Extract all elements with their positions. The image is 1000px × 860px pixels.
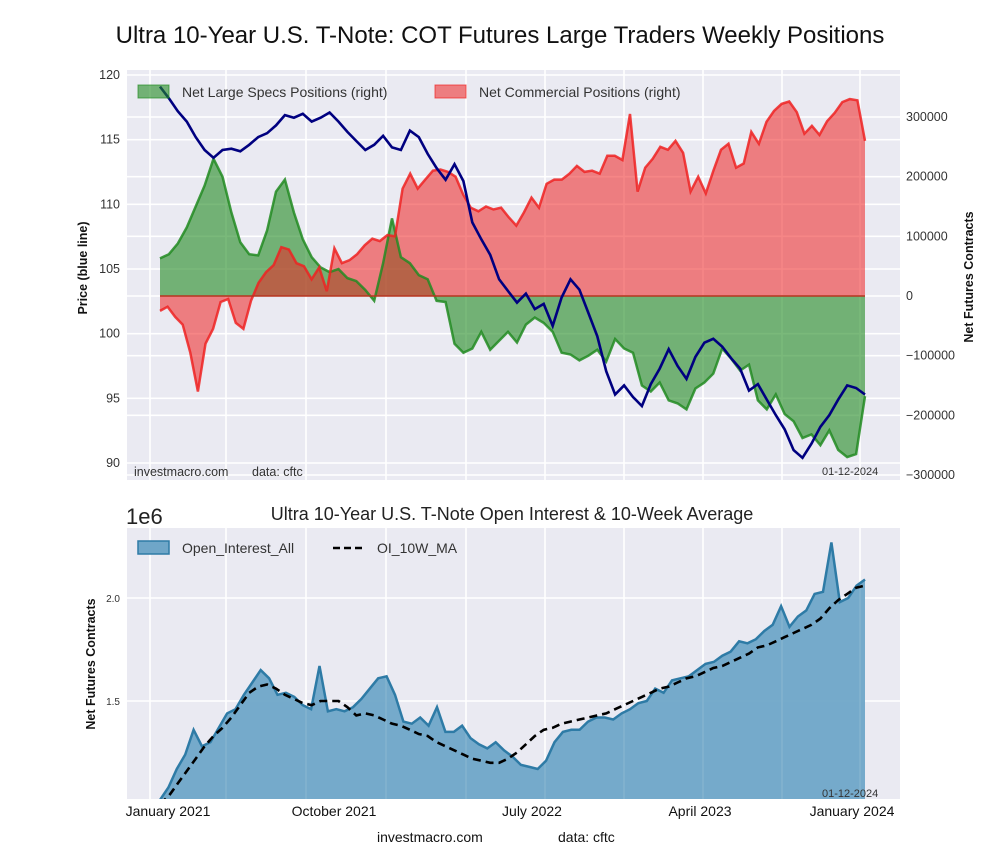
bottom-ylabel: Net Futures Contracts: [84, 598, 98, 729]
top-watermark: investmacro.com: [134, 465, 228, 479]
footer-site: investmacro.com: [377, 829, 483, 845]
bottom-title: Ultra 10-Year U.S. T-Note Open Interest …: [271, 504, 754, 524]
right-tick-label: −200000: [906, 408, 955, 422]
left-tick-label: 90: [106, 456, 120, 470]
left-tick-label: 105: [99, 262, 120, 276]
right-tick-label: 300000: [906, 110, 948, 124]
left-tick-label: 100: [99, 327, 120, 341]
right-tick-label: −300000: [906, 468, 955, 482]
main-title: Ultra 10-Year U.S. T-Note: COT Futures L…: [115, 22, 885, 49]
legend-label-specs: Net Large Specs Positions (right): [182, 84, 387, 100]
x-tick-label: April 2023: [668, 803, 731, 819]
right-tick-label: 200000: [906, 170, 948, 184]
top-data-source: data: cftc: [252, 465, 303, 479]
right-tick-label: 0: [906, 289, 913, 303]
bottom-x-ticks: January 2021 October 2021 July 2022 April 2…: [126, 803, 895, 819]
top-left-ticks: 90 95 100 105 110 115 120: [99, 68, 120, 470]
top-legend: Net Large Specs Positions (right) Net Co…: [137, 84, 681, 100]
top-right-ticks: −300000 −200000 −100000 0 100000 200000 300000: [906, 110, 955, 482]
bottom-y-ticks: 1.5 2.0: [106, 594, 120, 708]
top-areas: [158, 85, 867, 460]
x-tick-label: October 2021: [292, 803, 377, 819]
x-tick-label: January 2021: [126, 803, 211, 819]
bottom-areas: [149, 528, 866, 799]
legend-label-ma: OI_10W_MA: [377, 540, 458, 556]
commercial-line: [159, 97, 867, 392]
legend-label-commercial: Net Commercial Positions (right): [479, 84, 681, 100]
left-tick-label: 110: [100, 197, 120, 211]
legend-swatch-specs: [137, 84, 170, 99]
bottom-legend: Open_Interest_All OI_10W_MA: [137, 540, 458, 556]
bottom-series: [149, 528, 866, 799]
footer-source: data: cftc: [558, 829, 615, 845]
x-tick-label: January 2024: [810, 803, 895, 819]
right-tick-label: −100000: [906, 349, 955, 363]
specs-area: [160, 158, 865, 458]
bottom-multiplier: 1e6: [126, 504, 163, 529]
top-panel: 90 95 100 105 110 115 120 −300000 −200000 −10000…: [76, 68, 976, 482]
right-tick-label: 100000: [906, 229, 948, 243]
legend-swatch-oi: [137, 540, 170, 555]
ma-line: [163, 584, 866, 799]
bottom-date-label: 01-12-2024: [822, 788, 878, 800]
left-tick-label: 120: [99, 68, 120, 82]
price-line: [158, 85, 866, 460]
top-ylabel-left: Price (blue line): [76, 221, 90, 314]
legend-swatch-commercial: [434, 84, 467, 99]
x-tick-label: July 2022: [502, 803, 562, 819]
y-tick-label: 1.5: [106, 697, 120, 708]
specs-line: [159, 155, 867, 459]
top-ylabel-right: Net Futures Contracts: [962, 211, 976, 342]
legend-label-oi: Open_Interest_All: [182, 540, 294, 556]
oi-area: [160, 542, 865, 799]
top-date-label: 01-12-2024: [822, 466, 878, 478]
left-tick-label: 115: [100, 133, 120, 147]
commercial-area: [160, 99, 865, 392]
bottom-panel: Ultra 10-Year U.S. T-Note Open Interest …: [84, 504, 900, 819]
left-tick-label: 95: [106, 391, 120, 405]
y-tick-label: 2.0: [106, 594, 120, 605]
